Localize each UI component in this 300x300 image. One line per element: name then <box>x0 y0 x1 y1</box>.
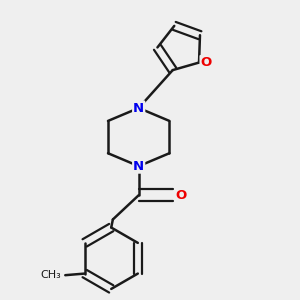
Text: O: O <box>175 189 186 202</box>
Text: N: N <box>133 101 144 115</box>
Text: CH₃: CH₃ <box>40 270 61 280</box>
Text: O: O <box>200 56 212 69</box>
Text: N: N <box>133 160 144 173</box>
